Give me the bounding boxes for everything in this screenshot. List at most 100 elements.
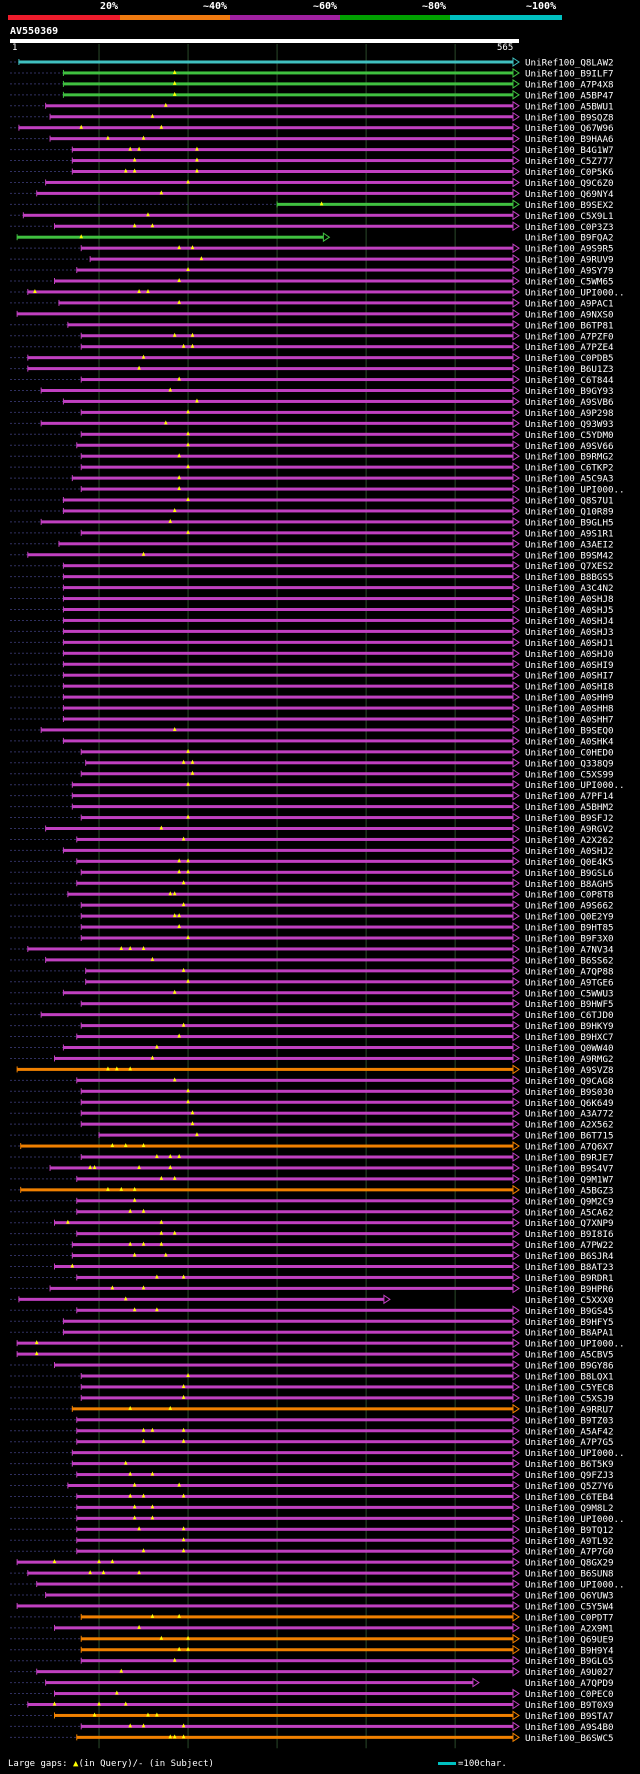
hit-label[interactable]: UniRef100_A0SHI7 xyxy=(525,671,614,682)
hit-bar[interactable] xyxy=(63,662,514,666)
hit-label[interactable]: UniRef100_A2X562 xyxy=(525,1120,614,1131)
hit-row[interactable]: UniRef100_B4G1W7 xyxy=(10,144,614,156)
hit-label[interactable]: UniRef100_B9GY86 xyxy=(525,1361,614,1372)
hit-bar[interactable] xyxy=(63,575,514,579)
hit-label[interactable]: UniRef100_Q0E2Y9 xyxy=(525,912,614,923)
hit-label[interactable]: UniRef100_B9GLH5 xyxy=(525,517,614,528)
hit-bar[interactable] xyxy=(18,60,514,64)
hit-row[interactable]: UniRef100_B8AT23 xyxy=(10,1261,614,1273)
hit-label[interactable]: UniRef100_B9H9Y4 xyxy=(525,1645,614,1656)
hit-label[interactable]: UniRef100_A9S1R1 xyxy=(525,528,614,539)
hit-label[interactable]: UniRef100_Q69NY4 xyxy=(525,189,614,200)
hit-label[interactable]: UniRef100_Q5Z7Y6 xyxy=(525,1481,614,1492)
hit-bar[interactable] xyxy=(81,870,513,874)
hit-row[interactable]: UniRef100_A0SHJ8 xyxy=(10,593,614,605)
hit-row[interactable]: UniRef100_A2X562 xyxy=(10,1119,614,1131)
hit-label[interactable]: UniRef100_A3AEI2 xyxy=(525,539,614,550)
hit-row[interactable]: UniRef100_A5BHM2 xyxy=(10,801,614,813)
hit-label[interactable]: UniRef100_B9GSL6 xyxy=(525,868,614,879)
hit-row[interactable]: UniRef100_A7QP88 xyxy=(10,965,614,977)
hit-bar[interactable] xyxy=(54,1265,513,1268)
hit-bar[interactable] xyxy=(63,684,514,688)
hit-bar[interactable] xyxy=(50,115,513,119)
hit-bar[interactable] xyxy=(63,629,514,633)
hit-row[interactable]: UniRef100_Q5Z7Y6 xyxy=(10,1480,614,1492)
hit-bar[interactable] xyxy=(45,958,513,962)
hit-label[interactable]: UniRef100_B9S030 xyxy=(525,1087,614,1098)
hit-label[interactable]: UniRef100_A3A772 xyxy=(525,1109,614,1120)
hit-row[interactable]: UniRef100_A0SHH7 xyxy=(10,714,614,726)
hit-label[interactable]: UniRef100_B9SQZ8 xyxy=(525,112,614,123)
hit-label[interactable]: UniRef100_B9T0X9 xyxy=(525,1700,614,1711)
hit-label[interactable]: UniRef100_B9GY93 xyxy=(525,386,614,397)
hit-row[interactable]: UniRef100_C0P8T8 xyxy=(10,889,614,901)
hit-label[interactable]: UniRef100_A7Q6X7 xyxy=(525,1142,614,1153)
hit-bar[interactable] xyxy=(50,1286,513,1290)
hit-label[interactable]: UniRef100_Q6K649 xyxy=(525,1098,614,1109)
hit-bar[interactable] xyxy=(81,465,513,469)
hit-bar[interactable] xyxy=(81,1374,513,1378)
hit-label[interactable]: UniRef100_C0PDB5 xyxy=(525,353,614,364)
hit-row[interactable]: UniRef100_Q69UE9 xyxy=(10,1633,614,1645)
hit-row[interactable]: UniRef100_A9S9R5 xyxy=(10,243,614,255)
hit-label[interactable]: UniRef100_A9SV66 xyxy=(525,441,614,452)
hit-row[interactable]: UniRef100_C0P5K6 xyxy=(10,166,614,178)
hit-bar[interactable] xyxy=(36,1670,513,1674)
hit-row[interactable]: UniRef100_A5CA62 xyxy=(10,1206,614,1218)
hit-bar[interactable] xyxy=(81,531,513,535)
hit-row[interactable]: UniRef100_B9HXC7 xyxy=(10,1031,614,1043)
hit-bar[interactable] xyxy=(81,454,513,458)
hit-bar[interactable] xyxy=(63,717,514,721)
hit-bar[interactable] xyxy=(81,1122,513,1126)
hit-bar[interactable] xyxy=(41,728,513,732)
hit-row[interactable]: UniRef100_A0SHJ0 xyxy=(10,648,614,660)
hit-label[interactable]: UniRef100_B9HAA6 xyxy=(525,134,614,145)
hit-bar[interactable] xyxy=(72,1243,514,1247)
hit-row[interactable]: UniRef100_C5YDM0 xyxy=(10,429,614,441)
hit-bar[interactable] xyxy=(72,159,514,163)
hit-label[interactable]: UniRef100_B9HXC7 xyxy=(525,1032,614,1043)
hit-bar[interactable] xyxy=(63,1046,514,1049)
hit-bar[interactable] xyxy=(85,980,513,984)
hit-label[interactable]: UniRef100_A7PF14 xyxy=(525,791,614,802)
hit-row[interactable]: UniRef100_A9S1R1 xyxy=(10,527,614,539)
hit-bar[interactable] xyxy=(36,191,513,195)
hit-bar[interactable] xyxy=(63,564,514,568)
hit-bar[interactable] xyxy=(63,71,514,75)
hit-bar[interactable] xyxy=(41,421,513,425)
hit-label[interactable]: UniRef100_B9ILF7 xyxy=(525,68,614,79)
hit-bar[interactable] xyxy=(81,914,513,918)
hit-bar[interactable] xyxy=(54,1363,513,1367)
hit-row[interactable]: UniRef100_UPI000.. xyxy=(10,779,625,791)
hit-row[interactable]: UniRef100_A0SHJ3 xyxy=(10,626,614,638)
hit-bar[interactable] xyxy=(76,837,514,841)
hit-row[interactable]: UniRef100_A9RUV9 xyxy=(10,254,614,266)
hit-label[interactable]: UniRef100_Q10R89 xyxy=(525,506,614,517)
hit-label[interactable]: UniRef100_Q67W96 xyxy=(525,123,614,134)
hit-bar[interactable] xyxy=(41,1013,513,1017)
hit-label[interactable]: UniRef100_B9S4V7 xyxy=(525,1163,614,1174)
hit-row[interactable]: UniRef100_B9TZ03 xyxy=(10,1414,614,1426)
hit-bar[interactable] xyxy=(45,104,513,108)
hit-label[interactable]: UniRef100_A9RUV9 xyxy=(525,255,614,266)
hit-bar[interactable] xyxy=(27,290,514,294)
hit-row[interactable]: UniRef100_B9RJE7 xyxy=(10,1152,614,1164)
hit-row[interactable]: UniRef100_UPI000.. xyxy=(10,287,625,298)
hit-label[interactable]: UniRef100_UPI000.. xyxy=(525,287,625,298)
hit-bar[interactable] xyxy=(76,1429,514,1433)
hit-bar[interactable] xyxy=(63,1319,514,1323)
hit-bar[interactable] xyxy=(63,695,514,699)
hit-label[interactable]: UniRef100_B9RDR1 xyxy=(525,1273,614,1284)
hit-bar[interactable] xyxy=(81,1385,513,1389)
hit-row[interactable]: UniRef100_B9GY86 xyxy=(10,1360,614,1372)
hit-label[interactable]: UniRef100_Q8S7U1 xyxy=(525,496,614,507)
hit-row[interactable]: UniRef100_A0SHH9 xyxy=(10,692,614,704)
hit-row[interactable]: UniRef100_C6TEB4 xyxy=(10,1491,614,1503)
hit-bar[interactable] xyxy=(76,443,514,447)
hit-bar[interactable] xyxy=(63,991,514,995)
hit-label[interactable]: UniRef100_B9GLG5 xyxy=(525,1656,614,1667)
hit-row[interactable]: UniRef100_A9RGV2 xyxy=(10,823,614,835)
hit-label[interactable]: UniRef100_C5XS99 xyxy=(525,769,614,780)
hit-bar[interactable] xyxy=(81,925,513,929)
hit-row[interactable]: UniRef100_Q8GX29 xyxy=(16,1557,614,1569)
